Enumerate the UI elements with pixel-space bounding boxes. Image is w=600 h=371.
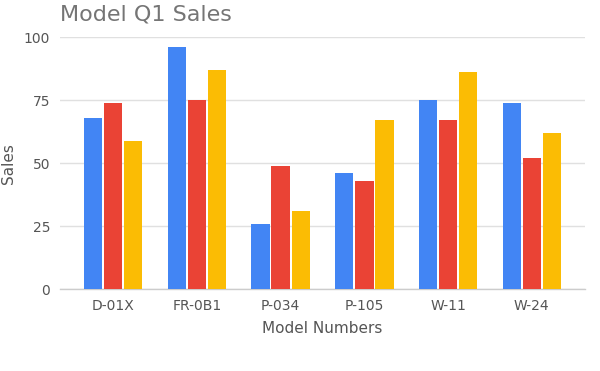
Bar	[124, 141, 142, 289]
Bar	[292, 211, 310, 289]
Bar	[419, 100, 437, 289]
Bar	[271, 166, 290, 289]
Bar	[523, 158, 541, 289]
Bar	[188, 100, 206, 289]
Text: Model Q1 Sales: Model Q1 Sales	[60, 4, 232, 24]
Bar	[375, 120, 394, 289]
Bar	[104, 103, 122, 289]
X-axis label: Model Numbers: Model Numbers	[262, 321, 383, 336]
Bar	[167, 47, 186, 289]
Bar	[335, 173, 353, 289]
Bar	[84, 118, 102, 289]
Bar	[251, 224, 270, 289]
Bar	[208, 70, 226, 289]
Bar	[503, 103, 521, 289]
Bar	[543, 133, 561, 289]
Y-axis label: Sales: Sales	[1, 143, 16, 184]
Bar	[459, 72, 478, 289]
Bar	[355, 181, 374, 289]
Bar	[439, 120, 457, 289]
